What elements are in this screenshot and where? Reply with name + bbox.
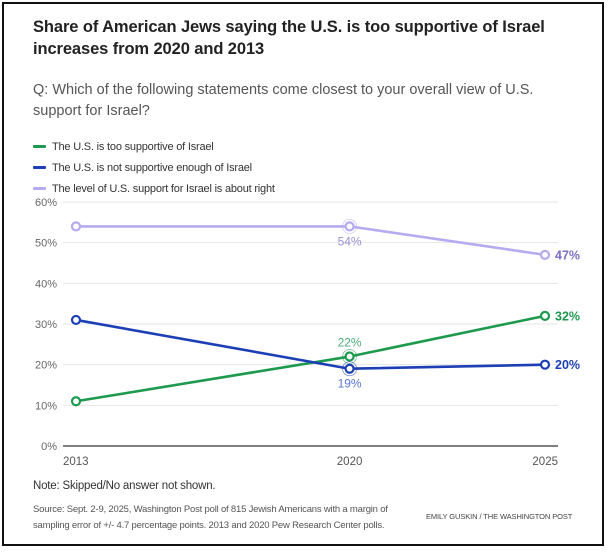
x-tick-label: 2013 <box>63 456 89 468</box>
data-point <box>539 359 551 370</box>
series-line <box>74 318 547 371</box>
y-tick-label: 20% <box>35 360 57 372</box>
chart-title: Share of American Jews saying the U.S. i… <box>33 18 545 58</box>
data-point <box>539 310 551 321</box>
legend-swatch <box>33 145 46 148</box>
y-tick-label: 60% <box>35 197 57 209</box>
data-point-halo <box>342 349 357 364</box>
legend: The U.S. is too supportive of Israel The… <box>33 136 275 199</box>
series-line <box>74 314 547 403</box>
x-tick-label: 2020 <box>337 456 363 468</box>
y-tick-label: 40% <box>35 278 57 290</box>
x-tick-label: 2025 <box>532 456 558 468</box>
data-point <box>344 363 355 374</box>
chart-source: Source: Sept. 2-9, 2025, Washington Post… <box>33 504 388 531</box>
legend-swatch <box>33 187 46 190</box>
legend-item-too-supportive: The U.S. is too supportive of Israel <box>33 136 275 157</box>
data-point <box>539 249 551 260</box>
legend-item-about-right: The level of U.S. support for Israel is … <box>33 178 275 199</box>
legend-item-not-supportive-enough: The U.S. is not supportive enough of Isr… <box>33 157 275 178</box>
data-point <box>344 351 355 362</box>
data-label: 54% <box>338 234 362 248</box>
legend-label: The U.S. is not supportive enough of Isr… <box>52 161 252 174</box>
data-label: 32% <box>555 309 580 323</box>
data-label: 47% <box>555 248 580 262</box>
chart-subtitle: Q: Which of the following statements com… <box>33 82 534 119</box>
data-point <box>70 314 82 326</box>
y-tick-label: 50% <box>35 238 57 250</box>
chart-note: Note: Skipped/No answer not shown. <box>33 480 216 492</box>
series-line <box>74 225 547 257</box>
data-point <box>344 221 355 232</box>
data-point-halo <box>342 218 357 234</box>
data-point <box>70 221 82 232</box>
data-point <box>70 396 82 407</box>
y-tick-label: 10% <box>35 400 57 412</box>
data-label: 19% <box>338 377 362 391</box>
chart-credit: EMILY GUSKIN / THE WASHINGTON POST <box>426 512 573 521</box>
y-tick-label: 0% <box>41 441 57 453</box>
y-tick-label: 30% <box>35 319 57 331</box>
legend-swatch <box>33 166 46 169</box>
legend-label: The level of U.S. support for Israel is … <box>52 182 275 195</box>
data-label: 20% <box>555 358 580 372</box>
data-label: 22% <box>338 336 362 350</box>
legend-label: The U.S. is too supportive of Israel <box>52 140 214 153</box>
chart-frame <box>2 2 604 546</box>
data-point-halo <box>342 361 357 377</box>
